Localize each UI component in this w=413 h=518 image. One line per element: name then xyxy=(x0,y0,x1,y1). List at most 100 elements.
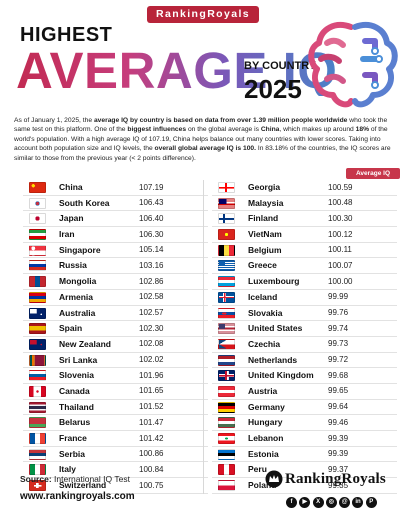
title-average-iq: AVERAGE IQ xyxy=(16,42,338,99)
average-iq-value: 99.74 xyxy=(328,323,349,333)
flag-lebanon-icon xyxy=(218,433,235,444)
youtube-icon[interactable]: ▶ xyxy=(299,497,311,508)
average-iq-value: 99.35 xyxy=(328,480,349,490)
flag-estonia-icon xyxy=(218,448,235,460)
country-name: Slovakia xyxy=(248,307,283,318)
ranking-row-serbia: Serbia 100.86 xyxy=(23,447,208,463)
average-iq-value: 105.14 xyxy=(139,245,164,255)
ranking-row-thailand: Thailand 101.52 xyxy=(23,400,208,416)
ranking-row-iceland: Iceland 99.99 xyxy=(212,290,397,306)
country-name: Iran xyxy=(59,229,75,240)
country-name: Armenia xyxy=(59,291,94,302)
average-iq-column-header: Average IQ xyxy=(346,168,400,179)
ranking-row-united-kingdom: United Kingdom 99.68 xyxy=(212,368,397,384)
flag-new-zealand-icon xyxy=(29,338,46,350)
average-iq-value: 100.48 xyxy=(328,198,353,208)
country-name: Switzerland xyxy=(59,480,107,491)
ranking-row-united-states: United States 99.74 xyxy=(212,321,397,337)
ranking-row-japan: Japan 106.40 xyxy=(23,211,208,228)
average-iq-value: 103.16 xyxy=(139,260,164,270)
average-iq-value: 99.73 xyxy=(328,339,349,349)
ranking-row-malaysia: Malaysia 100.48 xyxy=(212,196,397,212)
ranking-row-italy: Italy 100.84 xyxy=(23,462,208,479)
linkedin-icon[interactable]: in xyxy=(352,497,364,508)
country-name: Finland xyxy=(248,213,279,224)
country-name: Poland xyxy=(248,480,277,491)
average-iq-value: 100.86 xyxy=(139,449,164,459)
average-iq-value: 99.37 xyxy=(328,464,349,474)
country-name: France xyxy=(59,433,87,443)
flag-austria-icon xyxy=(218,385,235,397)
intro-paragraph: As of January 1, 2025, the average IQ by… xyxy=(14,117,391,162)
social-icons: f ▶ X ◎ @ in P xyxy=(286,490,379,508)
country-name: Netherlands xyxy=(248,354,298,365)
flag-italy-icon xyxy=(29,464,46,476)
country-name: Czechia xyxy=(248,338,281,349)
country-name: Sri Lanka xyxy=(59,354,98,365)
flag-greece-icon xyxy=(218,260,235,272)
country-name: Belarus xyxy=(59,417,91,428)
column-divider xyxy=(203,180,204,494)
ranking-row-australia: Australia 102.57 xyxy=(23,306,208,322)
ranking-row-peru: Peru 99.37 xyxy=(212,462,397,479)
country-name: Peru xyxy=(248,464,267,475)
instagram-icon[interactable]: ◎ xyxy=(325,497,337,508)
ranking-row-sri-lanka: Sri Lanka 102.02 xyxy=(23,353,208,369)
threads-icon[interactable]: @ xyxy=(339,497,351,508)
average-iq-value: 102.02 xyxy=(139,355,164,365)
country-name: Italy xyxy=(59,464,77,475)
average-iq-value: 101.65 xyxy=(139,386,164,396)
ranking-row-france: France 101.42 xyxy=(23,431,208,447)
average-iq-value: 99.64 xyxy=(328,402,349,412)
flag-sri-lanka-icon xyxy=(29,354,46,366)
footer-brand-name: RankingRoyals xyxy=(285,471,386,487)
country-name: China xyxy=(59,182,83,192)
average-iq-value: 101.47 xyxy=(139,417,164,427)
average-iq-value: 100.12 xyxy=(328,229,353,239)
country-name: VietNam xyxy=(248,229,282,240)
average-iq-value: 101.96 xyxy=(139,370,164,380)
title-year: 2025 xyxy=(244,74,302,104)
country-name: United Kingdom xyxy=(248,370,314,381)
ranking-row-china: China 107.19 xyxy=(23,180,208,196)
brand-pill: RankingRoyals xyxy=(147,6,259,23)
country-name: Belgium xyxy=(248,244,282,255)
country-name: United States xyxy=(248,323,303,334)
average-iq-value: 99.76 xyxy=(328,308,349,317)
average-iq-value: 100.30 xyxy=(328,213,353,223)
country-name: Austria xyxy=(248,385,278,396)
ranking-row-iran: Iran 106.30 xyxy=(23,227,208,243)
ranking-row-finland: Finland 100.30 xyxy=(212,211,397,228)
average-iq-value: 102.58 xyxy=(139,292,164,302)
ranking-row-mongolia: Mongolia 102.86 xyxy=(23,274,208,290)
flag-mongolia-icon xyxy=(29,276,46,288)
x-icon[interactable]: X xyxy=(312,497,324,508)
country-name: Mongolia xyxy=(59,276,97,287)
crown-logo-icon xyxy=(265,470,283,488)
pinterest-icon[interactable]: P xyxy=(365,497,377,508)
website-link[interactable]: www.rankingroyals.com xyxy=(20,491,135,502)
country-name: Japan xyxy=(59,213,84,224)
country-name: Lebanon xyxy=(248,433,284,443)
country-name: Australia xyxy=(59,307,96,318)
footer-brand: RankingRoyals xyxy=(265,470,405,488)
country-name: Estonia xyxy=(248,448,279,459)
average-iq-value: 102.08 xyxy=(139,339,164,349)
average-iq-value: 99.68 xyxy=(328,370,349,380)
ranking-row-south-korea: South Korea 106.43 xyxy=(23,196,208,212)
flag-germany-icon xyxy=(218,401,235,413)
flag-finland-icon xyxy=(218,213,235,225)
country-name: New Zealand xyxy=(59,338,111,349)
flag-armenia-icon xyxy=(29,291,46,303)
average-iq-value: 99.72 xyxy=(328,355,349,365)
brain-icon xyxy=(308,22,398,108)
right-ranking-column: Georgia 100.59 Malaysia 100.48 Finland 100.30… xyxy=(212,180,397,494)
ranking-row-armenia: Armenia 102.58 xyxy=(23,290,208,306)
flag-belgium-icon xyxy=(218,244,235,256)
ranking-row-spain: Spain 102.30 xyxy=(23,321,208,337)
flag-switzerland-icon xyxy=(29,480,46,492)
facebook-icon[interactable]: f xyxy=(286,497,297,508)
average-iq-value: 100.84 xyxy=(139,464,164,474)
ranking-row-canada: Canada 101.65 xyxy=(23,384,208,400)
country-name: Thailand xyxy=(59,401,94,412)
